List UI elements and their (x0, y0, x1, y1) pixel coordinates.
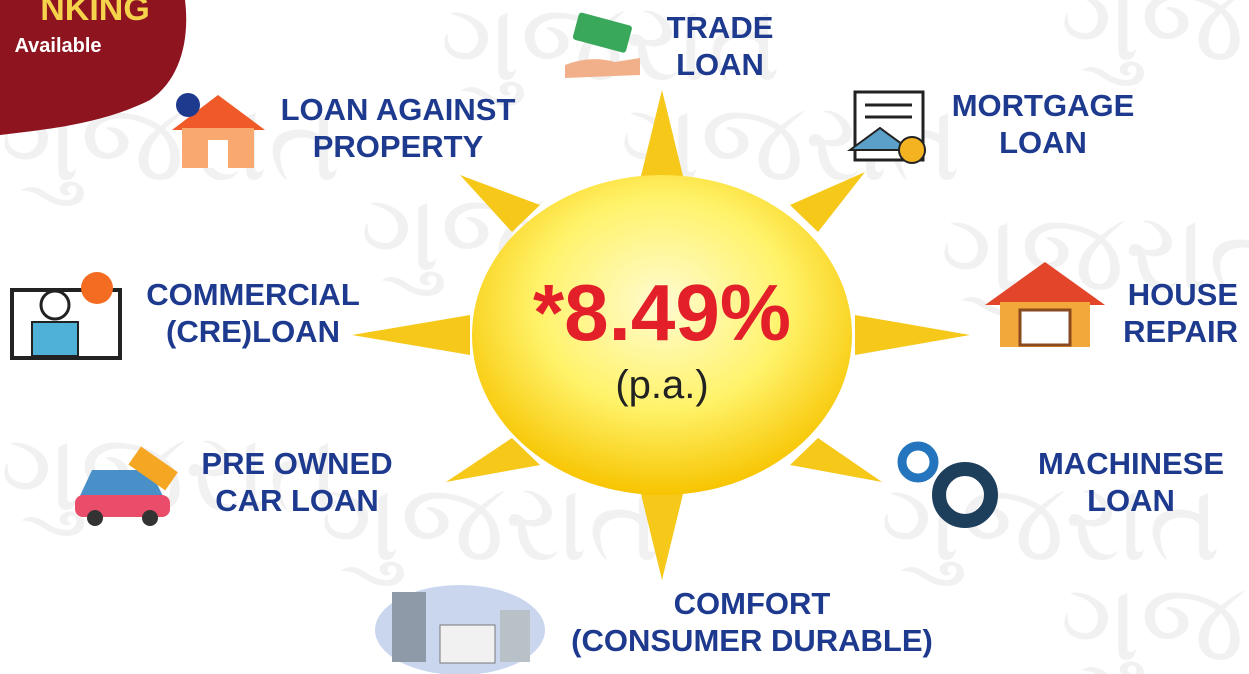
badge-title: NKING (40, 0, 150, 28)
loan-label: TRADE (667, 10, 774, 45)
loan-label: REPAIR (1123, 314, 1238, 349)
loan-label: PROPERTY (313, 129, 484, 164)
watermark: ગુજરાત (1060, 0, 1249, 87)
loan-label: HOUSE (1128, 277, 1238, 312)
ray (640, 90, 684, 180)
rate: *8.49% (533, 268, 791, 357)
watermark: ગુજરાત (1060, 558, 1249, 674)
icon-mortgage (846, 90, 926, 164)
icon-property (172, 93, 265, 168)
loan-label: LOAN (1087, 483, 1175, 518)
loan-label: LOAN (676, 47, 764, 82)
sun-rays (352, 90, 970, 580)
loan-label: (CRE)LOAN (166, 314, 340, 349)
watermark: ગુજરાત (440, 0, 781, 107)
loan-label: MACHINESE (1038, 446, 1224, 481)
badge-subtitle: Available (14, 35, 101, 57)
badge (0, 0, 187, 135)
ray (446, 438, 540, 482)
ray (855, 315, 970, 355)
icon-commercial (10, 272, 122, 360)
loan-label: CAR LOAN (215, 483, 379, 518)
sun (472, 175, 852, 495)
loan-label: (CONSUMER DURABLE) (571, 623, 933, 658)
ray (640, 490, 684, 580)
icon-trade (565, 12, 640, 78)
loan-label: COMMERCIAL (146, 277, 360, 312)
icon-house-repair (985, 262, 1105, 347)
loan-label: PRE OWNED (201, 446, 392, 481)
icon-comfort (375, 585, 545, 674)
watermark: ગુજરાત (940, 188, 1249, 317)
ray (790, 172, 865, 232)
ray (790, 438, 882, 482)
period: (p.a.) (615, 363, 708, 407)
icon-car (75, 446, 178, 526)
ray (460, 175, 540, 232)
loan-label: LOAN AGAINST (281, 92, 516, 127)
ray (352, 315, 470, 355)
loan-label: MORTGAGE (952, 88, 1135, 123)
icon-gears (897, 441, 998, 528)
loan-label: LOAN (999, 125, 1087, 160)
loan-label: COMFORT (674, 586, 831, 621)
